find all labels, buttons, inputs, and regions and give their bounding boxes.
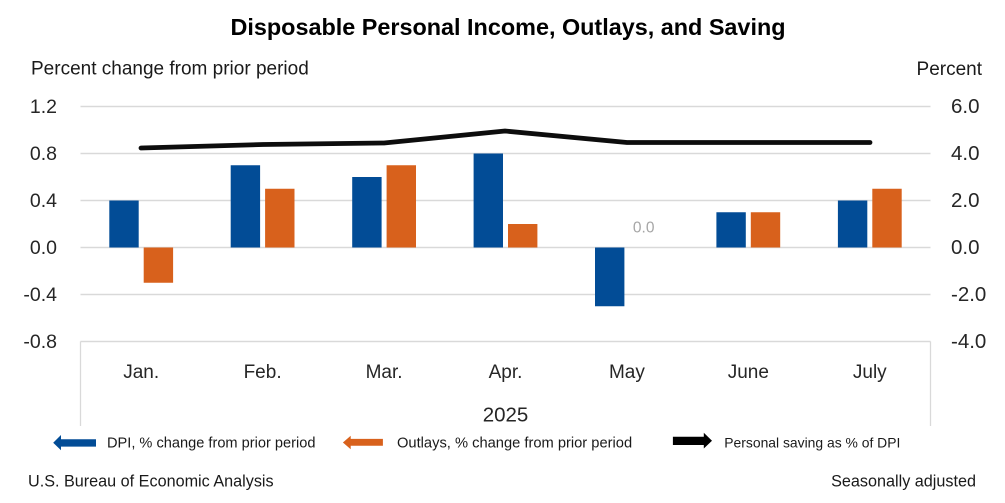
svg-text:-0.4: -0.4 bbox=[23, 284, 57, 306]
svg-text:Disposable Personal Income, Ou: Disposable Personal Income, Outlays, and… bbox=[230, 14, 785, 40]
svg-text:-2.0: -2.0 bbox=[951, 283, 986, 306]
svg-text:Apr.: Apr. bbox=[489, 362, 523, 383]
svg-text:4.0: 4.0 bbox=[951, 142, 980, 165]
svg-text:-4.0: -4.0 bbox=[951, 330, 986, 353]
svg-text:Mar.: Mar. bbox=[366, 362, 403, 383]
svg-text:U.S. Bureau of Economic Analys: U.S. Bureau of Economic Analysis bbox=[28, 472, 274, 490]
svg-text:0.4: 0.4 bbox=[30, 190, 57, 212]
svg-text:6.0: 6.0 bbox=[951, 95, 980, 118]
svg-text:0.0: 0.0 bbox=[30, 237, 57, 259]
svg-text:June: June bbox=[728, 362, 769, 383]
svg-text:-0.8: -0.8 bbox=[23, 331, 57, 353]
svg-text:DPI, % change from prior perio: DPI, % change from prior period bbox=[107, 436, 315, 452]
svg-text:0.8: 0.8 bbox=[30, 143, 57, 165]
svg-text:Outlays, % change from prior p: Outlays, % change from prior period bbox=[397, 436, 632, 452]
svg-text:Percent change from prior peri: Percent change from prior period bbox=[31, 59, 309, 80]
svg-text:Feb.: Feb. bbox=[244, 362, 282, 383]
svg-text:2025: 2025 bbox=[483, 404, 529, 427]
svg-text:1.2: 1.2 bbox=[30, 96, 57, 118]
svg-text:0.0: 0.0 bbox=[951, 236, 980, 259]
svg-text:Jan.: Jan. bbox=[123, 362, 159, 383]
svg-text:May: May bbox=[609, 362, 645, 383]
svg-text:2.0: 2.0 bbox=[951, 189, 980, 212]
svg-text:July: July bbox=[853, 362, 887, 383]
svg-text:Personal saving as % of DPI: Personal saving as % of DPI bbox=[724, 435, 900, 451]
svg-text:0.0: 0.0 bbox=[633, 219, 655, 236]
svg-text:Seasonally adjusted: Seasonally adjusted bbox=[831, 472, 976, 490]
svg-text:Percent: Percent bbox=[917, 59, 983, 80]
